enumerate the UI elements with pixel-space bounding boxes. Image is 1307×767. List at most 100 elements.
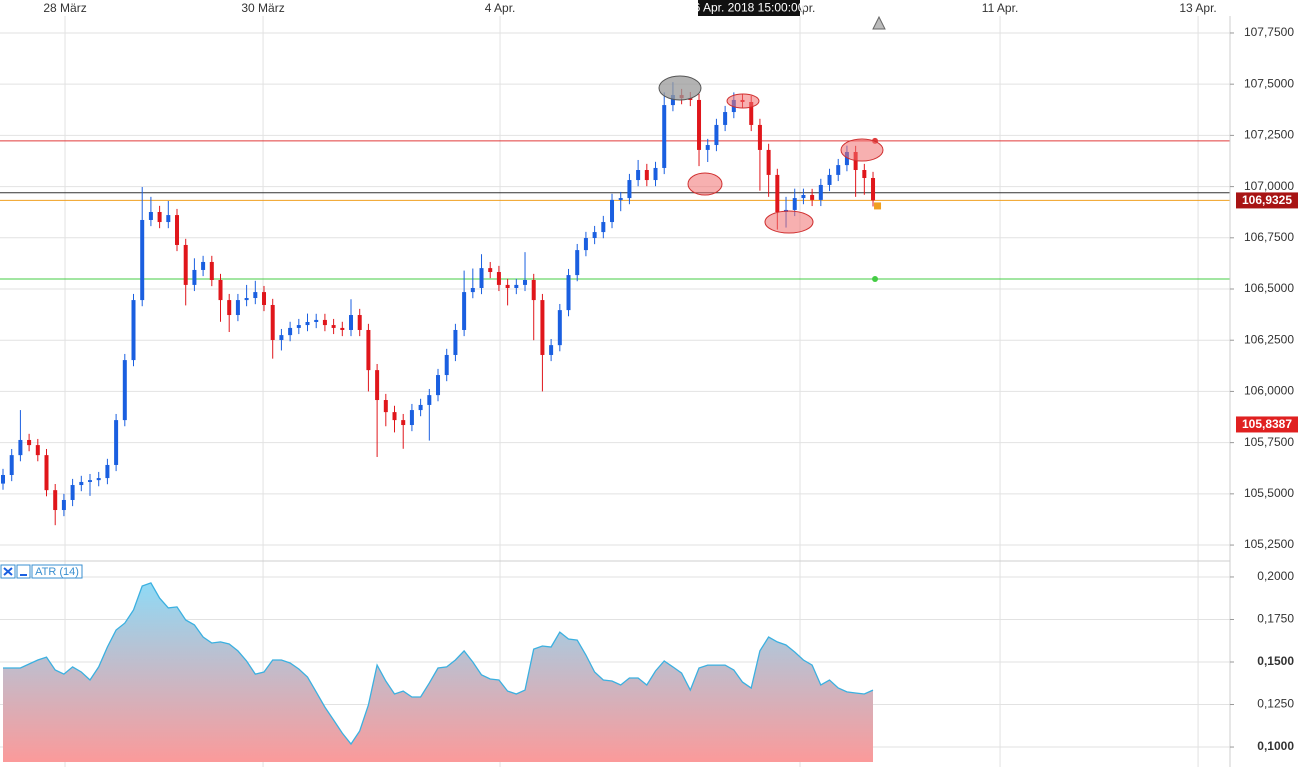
candle-body	[88, 480, 93, 482]
x-tick-label: 13 Apr.	[1179, 1, 1216, 15]
candle-body	[749, 102, 754, 125]
candle-body	[114, 420, 119, 465]
candle-body	[453, 329, 458, 355]
candle-body	[653, 167, 658, 181]
candle-body	[305, 321, 310, 326]
candle-body	[418, 404, 423, 411]
y-tick-label: 0,2000	[1257, 569, 1294, 583]
candle-body	[644, 170, 649, 181]
candle-body	[618, 198, 623, 200]
candle-body	[523, 279, 528, 285]
levels	[0, 137, 1230, 282]
candle-body	[209, 261, 214, 280]
indicator-label: ATR (14)	[35, 566, 79, 578]
candle-body	[592, 232, 597, 239]
candle-body	[470, 287, 475, 293]
price-label: 105,8387	[1242, 417, 1292, 431]
candle-body	[688, 98, 693, 100]
candle-body	[401, 420, 406, 426]
candle-body	[44, 455, 49, 491]
candle-body	[697, 99, 702, 150]
crosshair-label: 6 Apr. 2018 15:00:00	[694, 0, 805, 16]
y-tick-label: 106,5000	[1244, 281, 1294, 295]
y-tick-label: 105,2500	[1244, 537, 1294, 551]
y-tick-label: 105,5000	[1244, 486, 1294, 500]
candle-body	[383, 400, 388, 413]
atr-panel	[3, 582, 874, 762]
annotation-ellipse	[840, 138, 884, 162]
candle-body	[601, 222, 606, 233]
candle-body	[836, 165, 841, 175]
candle-body	[122, 360, 127, 421]
candle-body	[436, 375, 441, 396]
candle-body	[201, 261, 206, 270]
y-tick-label: 107,5000	[1244, 76, 1294, 90]
level-square	[874, 202, 882, 210]
y-tick-label: 107,0000	[1244, 179, 1294, 193]
candle-body	[9, 455, 14, 475]
annotations	[658, 75, 884, 234]
candle-body	[505, 284, 510, 288]
candle-body	[818, 184, 823, 200]
candle-body	[288, 327, 293, 336]
candle-body	[496, 272, 501, 285]
annotation-ellipse	[658, 75, 702, 101]
candle-body	[540, 300, 545, 355]
candle-body	[1, 474, 6, 484]
y-tick-label: 106,2500	[1244, 332, 1294, 346]
candle-body	[827, 174, 832, 185]
candle-body	[131, 300, 136, 361]
candle-body	[192, 269, 197, 285]
x-tick-label: 28 März	[43, 1, 86, 15]
y-tick-label: 0,1250	[1257, 697, 1294, 711]
candle-body	[96, 478, 101, 481]
candle-body	[331, 325, 336, 328]
candle-body	[61, 499, 66, 511]
candle-body	[801, 194, 806, 199]
candle-body	[766, 149, 771, 175]
candle-body	[244, 298, 249, 301]
candle-body	[670, 95, 675, 106]
price-label-box	[1236, 416, 1298, 433]
y-tick-label: 105,7500	[1244, 435, 1294, 449]
x-tick-label: 11 Apr.	[982, 1, 1018, 15]
y-tick-label: 107,2500	[1244, 128, 1294, 142]
atr-area	[3, 582, 873, 762]
candle-body	[70, 485, 75, 500]
candle-body	[549, 345, 554, 355]
crosshair-box	[698, 0, 800, 16]
candle-body	[810, 194, 815, 200]
y-tick-label: 0,1500	[1257, 654, 1294, 668]
annotation-ellipse	[726, 93, 760, 109]
candle-body	[218, 279, 223, 301]
candle-body	[375, 370, 380, 401]
candle-body	[479, 268, 484, 288]
candle-body	[270, 304, 275, 341]
candle-body	[148, 211, 153, 220]
candle-body	[705, 145, 710, 150]
candle-body	[714, 124, 719, 146]
candle-body	[662, 105, 667, 168]
indicator-label-box	[31, 564, 83, 579]
candle-body	[488, 268, 493, 273]
y-tick-label: 107,7500	[1244, 25, 1294, 39]
candle-body	[27, 439, 32, 446]
close-icon	[3, 567, 13, 576]
candle-body	[392, 412, 397, 421]
candle-body	[566, 275, 571, 311]
candle-body	[357, 315, 362, 330]
candle-body	[140, 219, 145, 301]
candle-body	[18, 439, 23, 456]
minimize-button[interactable]	[16, 564, 31, 579]
candle-body	[227, 300, 232, 316]
candle-body	[105, 464, 110, 479]
scroll-button[interactable]	[872, 15, 886, 30]
candle-body	[444, 354, 449, 376]
candle-body	[157, 211, 162, 223]
candle-body	[462, 292, 467, 330]
y-tick-label: 0,1750	[1257, 612, 1294, 626]
y-tick-label: 106,7500	[1244, 230, 1294, 244]
candle-body	[583, 238, 588, 251]
